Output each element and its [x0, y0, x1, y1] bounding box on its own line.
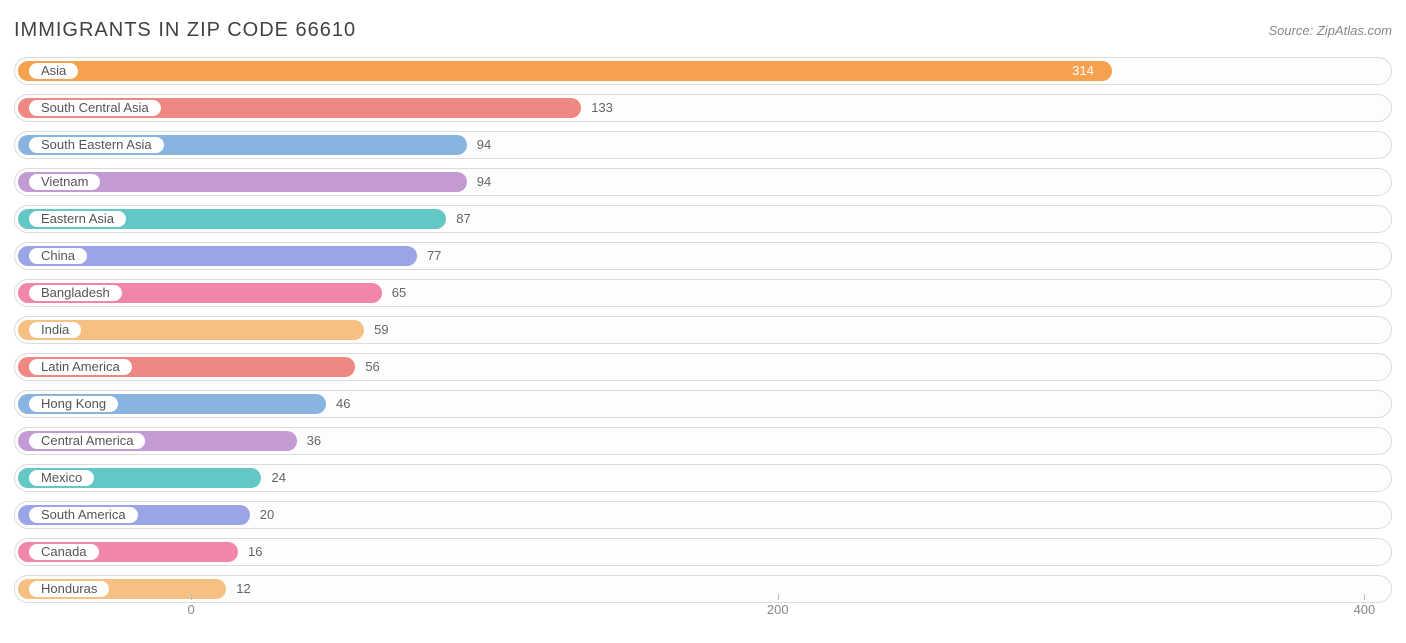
category-label: China — [28, 247, 88, 265]
bar-row: South America 20 — [14, 498, 1392, 532]
bar-row: Central America 36 — [14, 424, 1392, 458]
bar-value: 46 — [336, 394, 350, 414]
bar-row: Hong Kong 46 — [14, 387, 1392, 421]
tick-mark — [1364, 594, 1365, 600]
chart-plot-area: Asia 314 South Central Asia 133 South Easter… — [14, 54, 1392, 614]
bar-row: Canada 16 — [14, 535, 1392, 569]
bar-row: South Central Asia 133 — [14, 91, 1392, 125]
category-label: Mexico — [28, 469, 95, 487]
chart-header: IMMIGRANTS IN ZIP CODE 66610 Source: Zip… — [14, 12, 1392, 48]
tick-label: 400 — [1354, 602, 1376, 617]
category-label: South Eastern Asia — [28, 136, 165, 154]
category-label: Hong Kong — [28, 395, 119, 413]
chart-source: Source: ZipAtlas.com — [1268, 23, 1392, 38]
bar-row: Bangladesh 65 — [14, 276, 1392, 310]
bar-row: Eastern Asia 87 — [14, 202, 1392, 236]
x-axis: 0 200 400 — [14, 594, 1392, 618]
chart-container: IMMIGRANTS IN ZIP CODE 66610 Source: Zip… — [0, 0, 1406, 643]
category-label: Central America — [28, 432, 146, 450]
category-label: Vietnam — [28, 173, 101, 191]
bar-value: 133 — [591, 98, 613, 118]
bar-group: Asia 314 South Central Asia 133 South Easter… — [14, 54, 1392, 614]
bar-row: Vietnam 94 — [14, 165, 1392, 199]
tick-label: 200 — [767, 602, 789, 617]
bar — [18, 61, 1112, 81]
bar-value: 314 — [1072, 61, 1094, 81]
category-label: India — [28, 321, 82, 339]
bar-value: 77 — [427, 246, 441, 266]
bar-row: China 77 — [14, 239, 1392, 273]
bar-value: 56 — [365, 357, 379, 377]
bar-value: 94 — [477, 135, 491, 155]
bar-value: 65 — [392, 283, 406, 303]
bar-value: 94 — [477, 172, 491, 192]
bar-value: 20 — [260, 505, 274, 525]
chart-title: IMMIGRANTS IN ZIP CODE 66610 — [14, 19, 356, 42]
tick-mark — [191, 594, 192, 600]
bar-value: 24 — [271, 468, 285, 488]
bar-row: Latin America 56 — [14, 350, 1392, 384]
tick-mark — [778, 594, 779, 600]
bar-value: 16 — [248, 542, 262, 562]
bar-value: 36 — [307, 431, 321, 451]
bar-row: Mexico 24 — [14, 461, 1392, 495]
bar-value: 87 — [456, 209, 470, 229]
bar-value: 59 — [374, 320, 388, 340]
category-label: South Central Asia — [28, 99, 162, 117]
bar-row: South Eastern Asia 94 — [14, 128, 1392, 162]
category-label: South America — [28, 506, 139, 524]
category-label: Bangladesh — [28, 284, 123, 302]
tick-label: 0 — [187, 602, 194, 617]
category-label: Asia — [28, 62, 79, 80]
category-label: Canada — [28, 543, 100, 561]
bar-row: Asia 314 — [14, 54, 1392, 88]
bar-row: India 59 — [14, 313, 1392, 347]
category-label: Latin America — [28, 358, 133, 376]
category-label: Eastern Asia — [28, 210, 127, 228]
